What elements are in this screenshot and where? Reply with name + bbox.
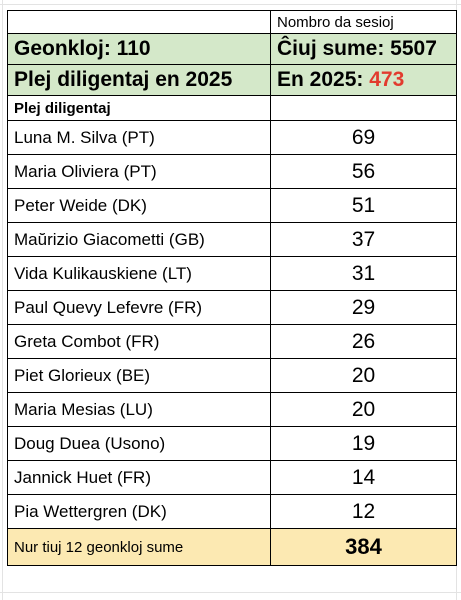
footer-total-cell[interactable]: 384 — [270, 528, 457, 566]
table-row: Greta Combot (FR) 26 — [7, 324, 457, 359]
total-sessions-cell[interactable]: Ĉiuj sume: 5507 — [270, 33, 457, 65]
session-count-cell[interactable]: 37 — [270, 222, 457, 257]
table-row: Geonkloj: 110 Ĉiuj sume: 5507 — [7, 33, 457, 65]
footer-label-cell[interactable]: Nur tiuj 12 geonkloj sume — [7, 528, 271, 566]
session-count-cell[interactable]: 31 — [270, 256, 457, 291]
participant-name-cell[interactable]: Maria Mesias (LU) — [7, 392, 271, 427]
table-row: Maŭrizio Giacometti (GB) 37 — [7, 222, 457, 257]
session-count-cell[interactable]: 14 — [270, 460, 457, 495]
empty-cell[interactable] — [7, 10, 271, 34]
table-row: Piet Glorieux (BE) 20 — [7, 358, 457, 393]
participant-name-cell[interactable]: Vida Kulikauskiene (LT) — [7, 256, 271, 291]
table-row: Nur tiuj 12 geonkloj sume 384 — [7, 528, 457, 566]
session-count-cell[interactable]: 26 — [270, 324, 457, 359]
table-row: Plej diligentaj — [7, 95, 457, 121]
table-row: Nombro da sesioj — [7, 10, 457, 34]
participants-count-cell[interactable]: Geonkloj: 110 — [7, 33, 271, 65]
participant-name-cell[interactable]: Maŭrizio Giacometti (GB) — [7, 222, 271, 257]
participant-name-cell[interactable]: Peter Weide (DK) — [7, 188, 271, 223]
session-count-cell[interactable]: 69 — [270, 120, 457, 155]
gridline — [2, 0, 3, 600]
table-row: Doug Duea (Usono) 19 — [7, 426, 457, 461]
table-row: Peter Weide (DK) 51 — [7, 188, 457, 223]
participant-name-cell[interactable]: Luna M. Silva (PT) — [7, 120, 271, 155]
sessions-2025-cell[interactable]: En 2025: 473 — [270, 64, 457, 96]
table-row: Vida Kulikauskiene (LT) 31 — [7, 256, 457, 291]
session-count-cell[interactable]: 29 — [270, 290, 457, 325]
gridline — [0, 592, 461, 593]
session-count-cell[interactable]: 56 — [270, 154, 457, 189]
table-row: Maria Oliviera (PT) 56 — [7, 154, 457, 189]
session-count-cell[interactable]: 20 — [270, 358, 457, 393]
participant-name-cell[interactable]: Maria Oliviera (PT) — [7, 154, 271, 189]
table-row: Luna M. Silva (PT) 69 — [7, 120, 457, 155]
subheader-cell[interactable]: Plej diligentaj — [7, 95, 271, 121]
session-count-cell[interactable]: 19 — [270, 426, 457, 461]
participant-name-cell[interactable]: Piet Glorieux (BE) — [7, 358, 271, 393]
gridline — [0, 4, 461, 5]
table-row: Maria Mesias (LU) 20 — [7, 392, 457, 427]
participant-name-cell[interactable]: Doug Duea (Usono) — [7, 426, 271, 461]
session-count-cell[interactable]: 12 — [270, 494, 457, 529]
table-row: Pia Wettergren (DK) 12 — [7, 494, 457, 529]
participant-name-cell[interactable]: Pia Wettergren (DK) — [7, 494, 271, 529]
table-row: Plej diligentaj en 2025 En 2025: 473 — [7, 64, 457, 96]
participant-name-cell[interactable]: Greta Combot (FR) — [7, 324, 271, 359]
empty-cell[interactable] — [270, 95, 457, 121]
participants-table: Nombro da sesioj Geonkloj: 110 Ĉiuj sume… — [7, 10, 457, 566]
top-2025-label-cell[interactable]: Plej diligentaj en 2025 — [7, 64, 271, 96]
sessions-column-title[interactable]: Nombro da sesioj — [270, 10, 457, 34]
session-count-cell[interactable]: 20 — [270, 392, 457, 427]
sessions-2025-prefix: En 2025: — [277, 68, 364, 91]
participant-name-cell[interactable]: Paul Quevy Lefevre (FR) — [7, 290, 271, 325]
sessions-2025-value: 473 — [369, 68, 405, 91]
participant-name-cell[interactable]: Jannick Huet (FR) — [7, 460, 271, 495]
table-row: Jannick Huet (FR) 14 — [7, 460, 457, 495]
gridline — [456, 0, 457, 600]
table-row: Paul Quevy Lefevre (FR) 29 — [7, 290, 457, 325]
session-count-cell[interactable]: 51 — [270, 188, 457, 223]
